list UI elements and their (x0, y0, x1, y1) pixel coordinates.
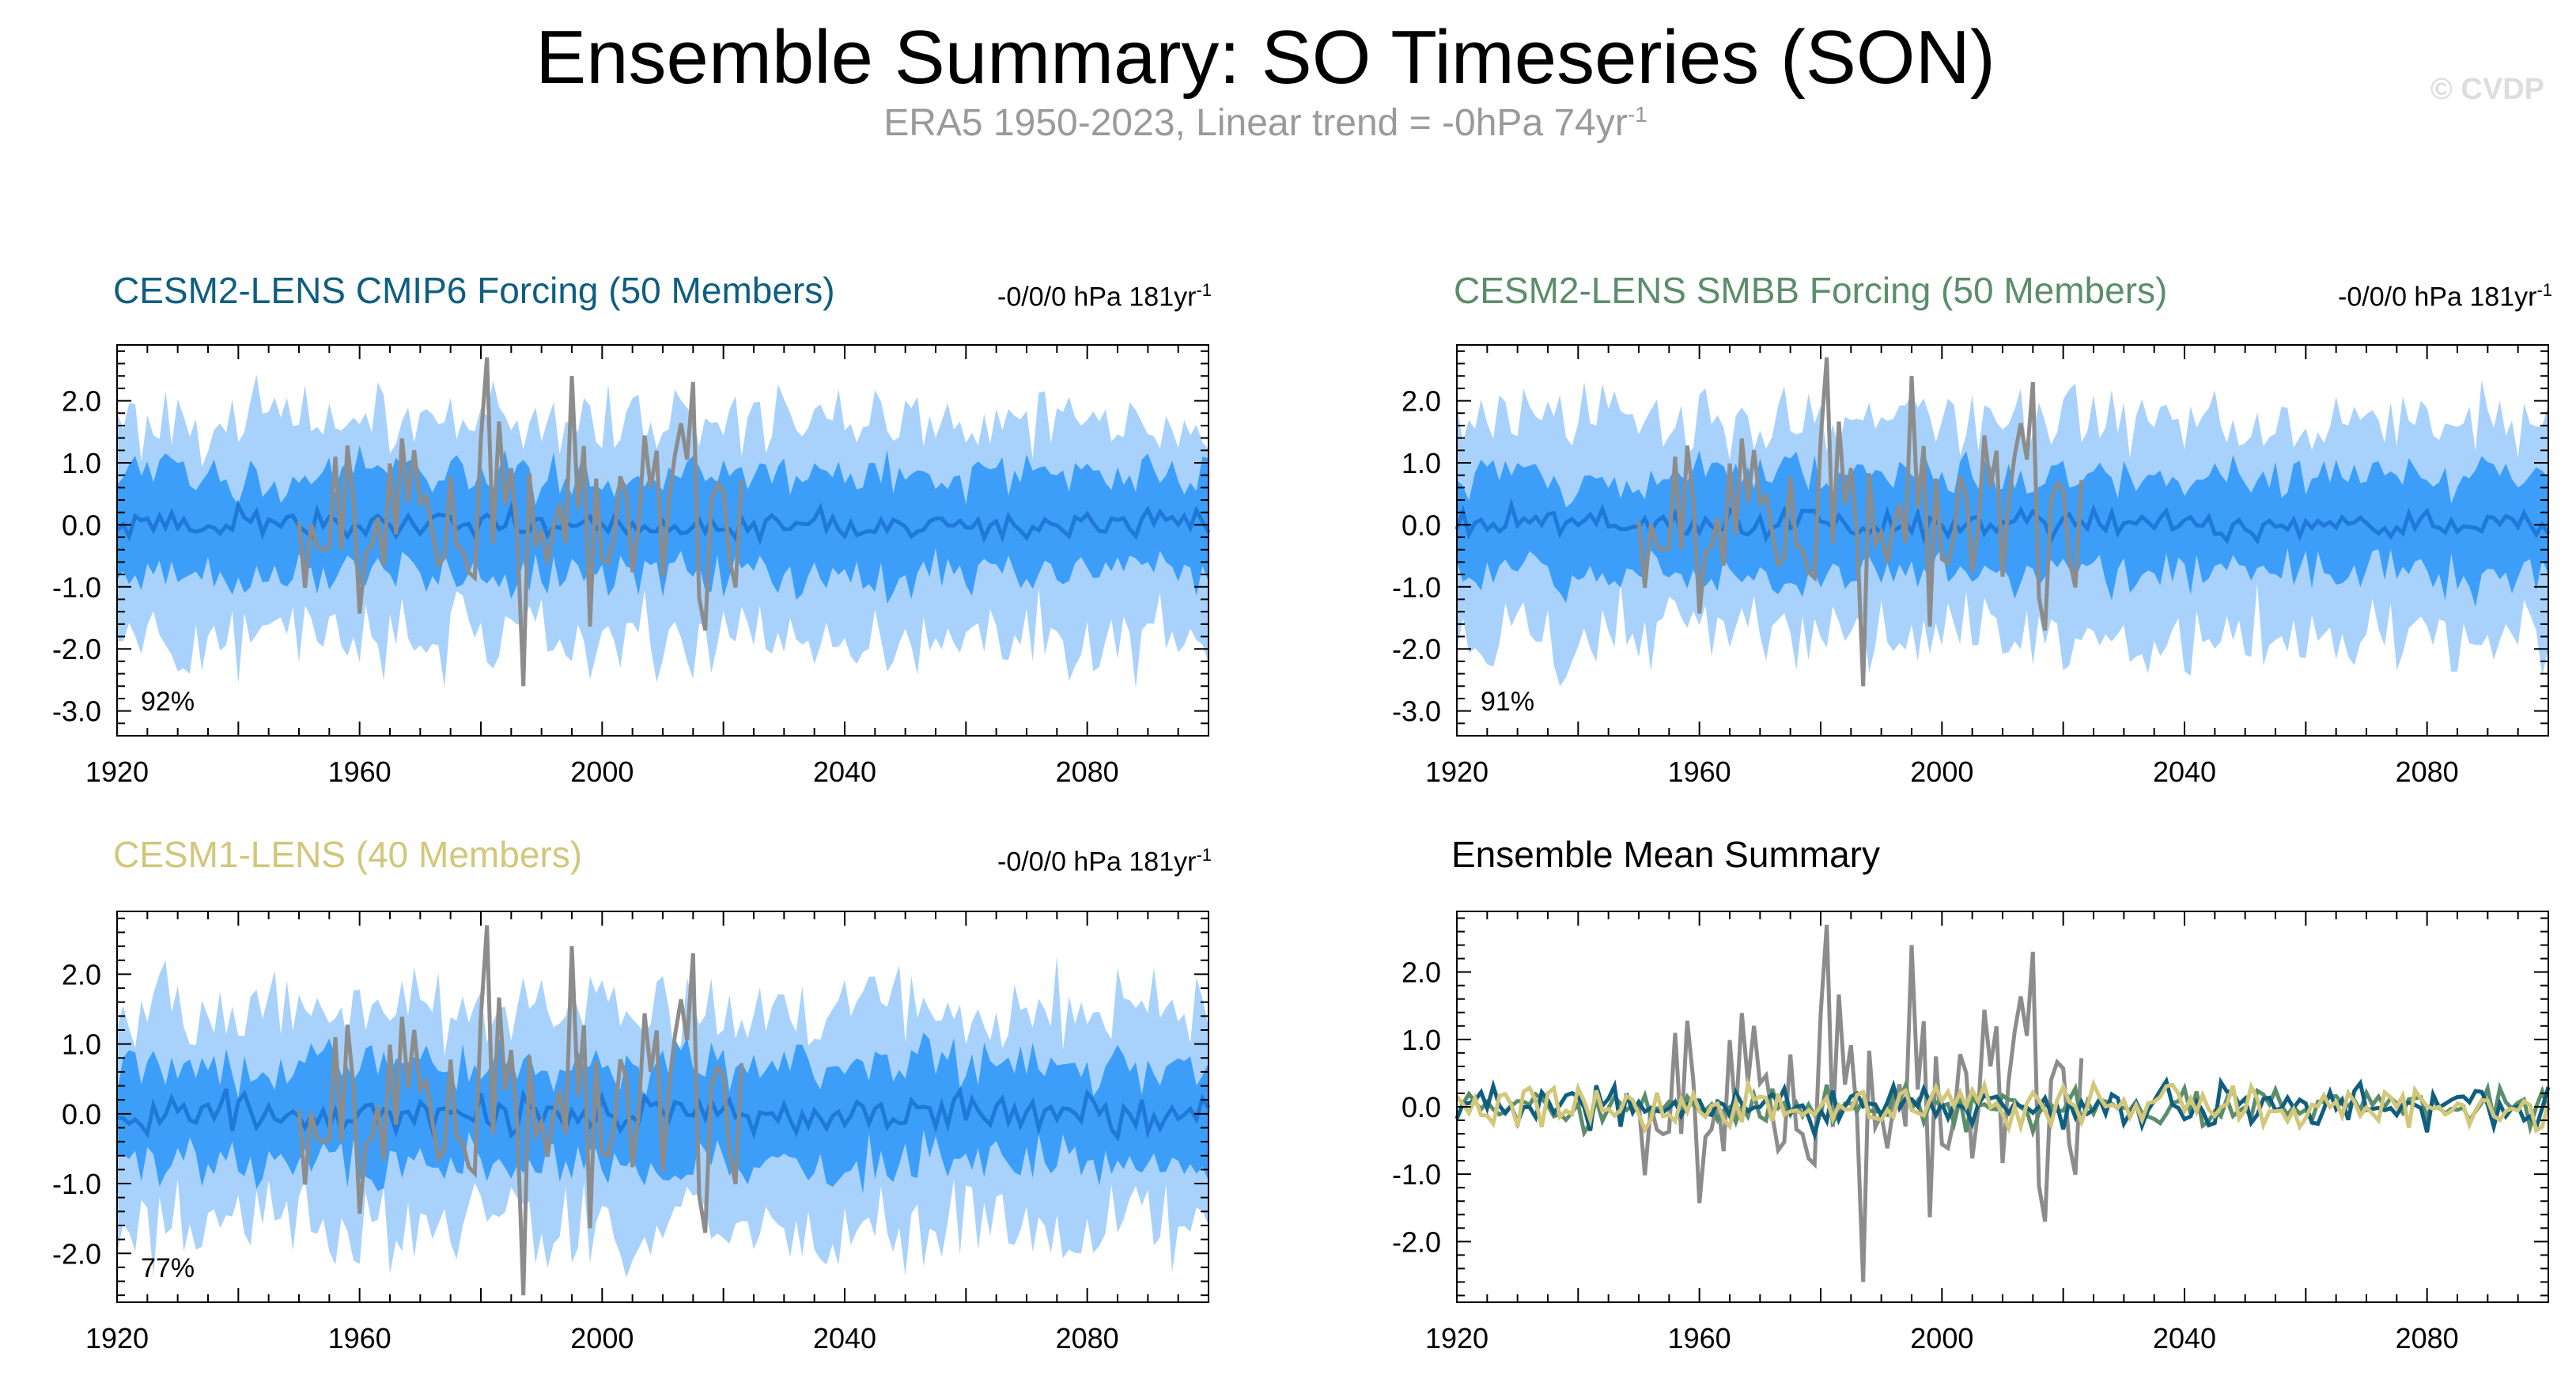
chart-cesm1: 2.0 1.0 0.0 -1.0 -2.0 1920 1960 2000 2040 2080 77% (52, 911, 1211, 1354)
x-tick-label: 2080 (1056, 756, 1119, 788)
x-tick-label: 1920 (1425, 1322, 1488, 1354)
percent-label: 92% (141, 687, 195, 717)
x-tick-label: 1960 (1668, 1322, 1731, 1354)
y-tick-label: 0.0 (62, 509, 101, 541)
panel-title-cmip6: CESM2-LENS CMIP6 Forcing (50 Members) (113, 270, 835, 311)
panel-title-summary: Ensemble Mean Summary (1451, 834, 1880, 875)
observations-line (1636, 357, 2084, 687)
x-tick-label: 1960 (328, 1322, 392, 1354)
percent-label: 77% (141, 1253, 195, 1283)
y-tick-label: 1.0 (1401, 1024, 1441, 1056)
y-tick-label: 1.0 (62, 447, 101, 479)
watermark: © CVDP (2430, 73, 2544, 106)
observations-line (297, 925, 744, 1296)
y-tick-label: -2.0 (1392, 633, 1441, 665)
chart-cmip6: 2.0 1.0 0.0 -1.0 -2.0 -3.0 1920 1960 2000 2040 208… (52, 344, 1211, 788)
panel-title-smbb: CESM2-LENS SMBB Forcing (50 Members) (1454, 270, 2168, 311)
panel-trend-cmip6: -0/0/0 hPa 181yr-1 (997, 280, 1212, 313)
x-tick-label: 2040 (813, 756, 876, 788)
y-tick-label: 1.0 (1401, 447, 1441, 479)
x-tick-label: 2000 (1910, 756, 1973, 788)
x-tick-label: 2000 (1910, 1322, 1973, 1354)
figure-subtitle: ERA5 1950-2023, Linear trend = -0hPa 74y… (0, 101, 2531, 145)
chart-summary: 2.0 1.0 0.0 -1.0 -2.0 1920 1960 2000 2040 2080 (1392, 911, 2551, 1354)
panel-trend-cesm1: -0/0/0 hPa 181yr-1 (997, 845, 1212, 877)
x-tick-label: 2080 (1056, 1322, 1119, 1354)
y-tick-label: -3.0 (1392, 695, 1441, 728)
figure-title: Ensemble Summary: SO Timeseries (SON) (535, 15, 1995, 100)
y-tick-label: -1.0 (52, 1168, 101, 1200)
y-tick-label: -1.0 (1392, 571, 1441, 604)
x-tick-label: 1920 (85, 1322, 149, 1354)
y-tick-label: -1.0 (52, 571, 101, 604)
panel-trend-smbb: -0/0/0 hPa 181yr-1 (2338, 280, 2552, 313)
x-tick-label: 1960 (1668, 756, 1731, 788)
y-tick-label: 2.0 (62, 958, 101, 991)
observations-line (297, 357, 744, 687)
panel-title-cesm1: CESM1-LENS (40 Members) (113, 834, 583, 875)
y-tick-label: -2.0 (52, 1237, 101, 1270)
mean-line-cesm1-lens (1455, 1076, 2551, 1135)
x-tick-label: 2000 (570, 756, 634, 788)
y-tick-label: -2.0 (52, 633, 101, 665)
y-tick-label: -1.0 (1392, 1158, 1441, 1191)
x-tick-label: 1960 (328, 756, 392, 788)
x-tick-label: 2040 (2153, 1322, 2216, 1354)
observations-line (1636, 924, 2084, 1282)
x-tick-label: 2000 (570, 1322, 634, 1354)
y-tick-label: 0.0 (1401, 1091, 1441, 1123)
y-tick-label: 0.0 (62, 1098, 101, 1131)
y-tick-label: 0.0 (1401, 509, 1441, 541)
x-tick-label: 1920 (85, 756, 149, 788)
y-tick-label: 2.0 (1401, 385, 1441, 418)
subtitle-text: ERA5 1950-2023, Linear trend = -0hPa 74y… (883, 102, 1628, 144)
chart-smbb: 2.0 1.0 0.0 -1.0 -2.0 -3.0 1920 1960 2000 2040 208… (1392, 344, 2551, 788)
percent-label: 91% (1481, 687, 1534, 717)
subtitle-superscript: -1 (1627, 102, 1647, 127)
x-tick-label: 2080 (2396, 756, 2459, 788)
y-tick-label: 1.0 (62, 1028, 101, 1061)
y-tick-label: -3.0 (52, 695, 101, 728)
y-tick-label: 2.0 (62, 385, 101, 418)
x-tick-label: 2040 (813, 1322, 876, 1354)
x-tick-label: 1920 (1425, 756, 1488, 788)
x-tick-label: 2040 (2153, 756, 2216, 788)
x-tick-label: 2080 (2396, 1322, 2459, 1354)
y-tick-label: 2.0 (1401, 956, 1441, 989)
y-tick-label: -2.0 (1392, 1225, 1441, 1258)
